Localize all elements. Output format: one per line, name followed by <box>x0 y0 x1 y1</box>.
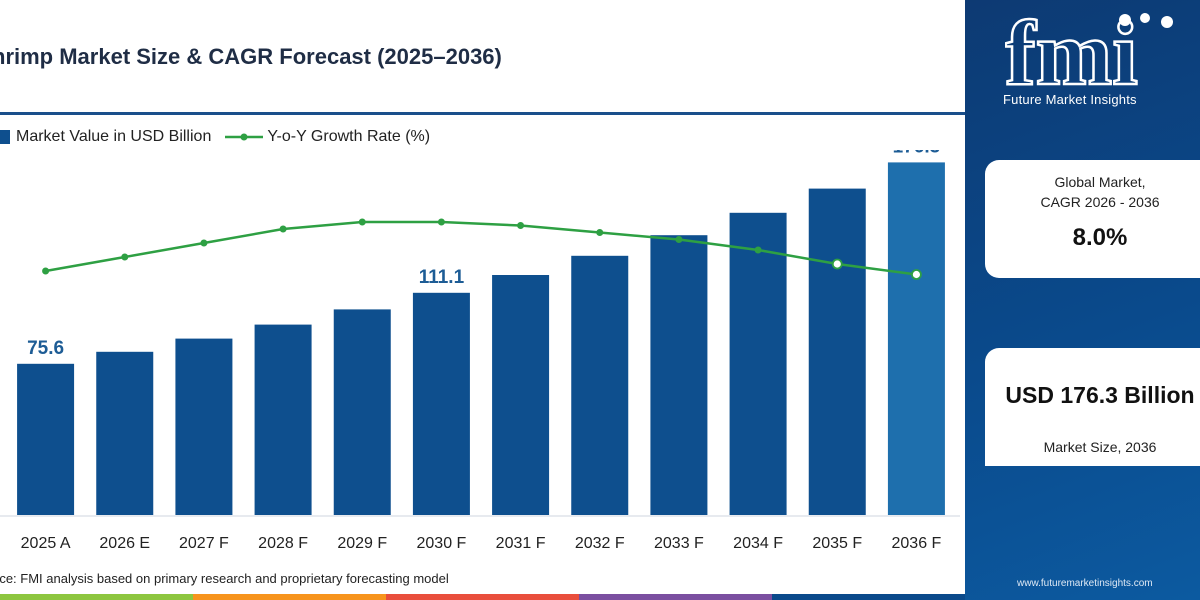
growth-rate-line <box>45 220 917 276</box>
x-tick-label: 2027 F <box>179 535 229 552</box>
legend-bar-swatch <box>0 130 10 144</box>
website-url: www.futuremarketinsights.com <box>1017 578 1153 589</box>
x-tick-label: 2028 F <box>258 535 308 552</box>
cagr-card: Global Market, CAGR 2026 - 2036 8.0% <box>985 160 1200 278</box>
svg-text:fmi: fmi <box>1005 6 1138 104</box>
bar-2029-f <box>333 309 391 515</box>
x-tick-label: 2029 F <box>337 535 387 552</box>
summary-panel: fmi Future Market Insights Global Market… <box>965 0 1200 600</box>
bar-2027-f <box>175 338 233 515</box>
x-tick-label: 2031 F <box>496 535 546 552</box>
legend-line-label: Y-o-Y Growth Rate (%) <box>267 128 431 145</box>
bar-value-label: 75.6 <box>27 338 64 359</box>
market-size-value: USD 176.3 Billion <box>1005 382 1195 408</box>
growth-point <box>121 253 129 261</box>
bar-2026-e <box>96 351 154 515</box>
x-tick-label: 2033 F <box>654 535 704 552</box>
x-tick-label: 2034 F <box>733 535 783 552</box>
bar-2030-f <box>412 292 470 515</box>
growth-point <box>358 218 366 226</box>
fmi-logo: fmi <box>1005 6 1173 105</box>
bar-2035-f <box>808 188 866 515</box>
bar-2025-a <box>17 363 75 515</box>
cagr-label-line2: CAGR 2026 - 2036 <box>1040 194 1160 210</box>
x-tick-label: 2026 E <box>99 535 150 552</box>
growth-point <box>596 229 604 236</box>
bar-2028-f <box>254 324 312 515</box>
bar-2031-f <box>492 275 550 515</box>
growth-point <box>831 258 843 270</box>
cagr-label-line1: Global Market, <box>1054 174 1146 190</box>
growth-point <box>200 239 208 247</box>
bar-2034-f <box>729 212 787 516</box>
bottom-color-strip <box>0 594 965 600</box>
growth-point <box>911 269 922 280</box>
growth-point <box>517 222 525 229</box>
market-size-label: Market Size, 2036 <box>1043 439 1157 455</box>
bar-2033-f <box>650 235 708 515</box>
cagr-label: Global Market, CAGR 2026 - 2036 <box>985 172 1200 212</box>
growth-point <box>279 225 287 233</box>
x-tick-label: 2035 F <box>812 535 862 552</box>
chart-title: hrimp Market Size & CAGR Forecast (2025–… <box>0 44 502 69</box>
market-size-card: USD 176.3 Billion Market Size, 2036 <box>985 348 1200 466</box>
x-tick-label: 2032 F <box>575 535 625 552</box>
legend-bar-label: Market Value in USD Billion <box>16 128 212 145</box>
legend-line-swatch <box>225 133 264 141</box>
growth-point <box>754 246 762 254</box>
bar-line-chart: 75.6 111.1 176.3 2025 A 2026 E 2027 F 2028 F 2… <box>0 150 960 552</box>
chart-legend: Market Value in USD Billion Y-o-Y Growth… <box>0 128 430 146</box>
bar-value-label: 176.3 <box>893 150 941 157</box>
growth-point <box>42 267 50 275</box>
source-note: rce: FMI analysis based on primary resea… <box>0 571 449 586</box>
x-tick-label: 2036 F <box>892 535 942 552</box>
x-tick-label: 2030 F <box>417 535 467 552</box>
cagr-value: 8.0% <box>1072 224 1128 251</box>
growth-point <box>675 236 683 243</box>
bar-2036-f <box>887 162 945 515</box>
growth-point <box>437 218 445 226</box>
title-divider <box>0 112 965 115</box>
bar-2032-f <box>571 255 629 516</box>
x-tick-label: 2025 A <box>21 535 71 552</box>
bar-value-label: 111.1 <box>419 267 465 288</box>
logo-tagline: Future Market Insights <box>1003 92 1137 107</box>
